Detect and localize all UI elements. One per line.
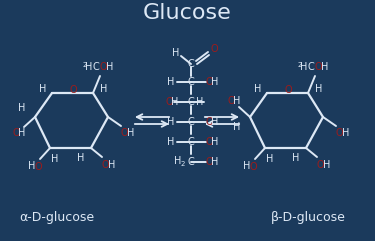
- Text: H: H: [172, 48, 180, 58]
- Text: H: H: [211, 117, 219, 127]
- Text: H: H: [18, 103, 26, 113]
- Text: H: H: [211, 77, 219, 87]
- Text: H: H: [100, 84, 108, 94]
- Text: H: H: [315, 84, 322, 94]
- Text: H: H: [266, 154, 274, 164]
- Text: H: H: [167, 77, 175, 87]
- Text: O: O: [12, 128, 20, 138]
- Text: H: H: [28, 161, 36, 171]
- Text: H: H: [167, 137, 175, 147]
- Text: H: H: [77, 153, 85, 163]
- Text: O: O: [165, 97, 173, 107]
- Text: H: H: [196, 97, 204, 107]
- Text: H: H: [342, 128, 350, 138]
- Text: H: H: [323, 160, 331, 170]
- Text: 2: 2: [83, 62, 87, 68]
- Text: H: H: [233, 96, 241, 106]
- Text: H: H: [292, 153, 300, 163]
- Text: C: C: [308, 62, 314, 72]
- Text: O: O: [205, 157, 213, 167]
- Text: C: C: [188, 157, 194, 167]
- Text: H: H: [167, 117, 175, 127]
- Text: H: H: [39, 84, 46, 94]
- Text: H: H: [108, 160, 115, 170]
- Text: O: O: [210, 44, 218, 54]
- Text: 2: 2: [181, 161, 185, 167]
- Text: O: O: [335, 128, 343, 138]
- Text: 2: 2: [298, 62, 302, 68]
- Text: O: O: [284, 85, 292, 95]
- Text: O: O: [249, 162, 257, 172]
- Text: O: O: [69, 85, 77, 95]
- Text: C: C: [93, 62, 99, 72]
- Text: α-D-glucose: α-D-glucose: [20, 212, 94, 225]
- Text: O: O: [316, 160, 324, 170]
- Text: H: H: [211, 137, 219, 147]
- Text: O: O: [120, 128, 128, 138]
- Text: C: C: [188, 97, 194, 107]
- Text: H: H: [106, 62, 114, 72]
- Text: H: H: [174, 156, 182, 166]
- Text: O: O: [99, 62, 107, 72]
- Text: H: H: [127, 128, 135, 138]
- Text: H: H: [171, 97, 178, 107]
- Text: O: O: [101, 160, 109, 170]
- Text: Glucose: Glucose: [142, 3, 231, 23]
- Text: O: O: [227, 96, 235, 106]
- Text: H: H: [233, 122, 241, 132]
- Text: H: H: [51, 154, 58, 164]
- Text: O: O: [205, 137, 213, 147]
- Text: H: H: [243, 161, 250, 171]
- Text: β-D-glucose: β-D-glucose: [271, 212, 345, 225]
- Text: H: H: [300, 62, 307, 72]
- Text: H: H: [18, 128, 26, 138]
- Text: O: O: [205, 77, 213, 87]
- Text: C: C: [188, 77, 194, 87]
- Text: H: H: [211, 157, 219, 167]
- Text: H: H: [254, 84, 262, 94]
- Text: C: C: [188, 59, 194, 69]
- Text: O: O: [314, 62, 322, 72]
- Text: H: H: [85, 62, 93, 72]
- Text: O: O: [34, 162, 42, 172]
- Text: C: C: [188, 117, 194, 127]
- Text: O: O: [205, 117, 213, 127]
- Text: H: H: [321, 62, 328, 72]
- Text: C: C: [188, 137, 194, 147]
